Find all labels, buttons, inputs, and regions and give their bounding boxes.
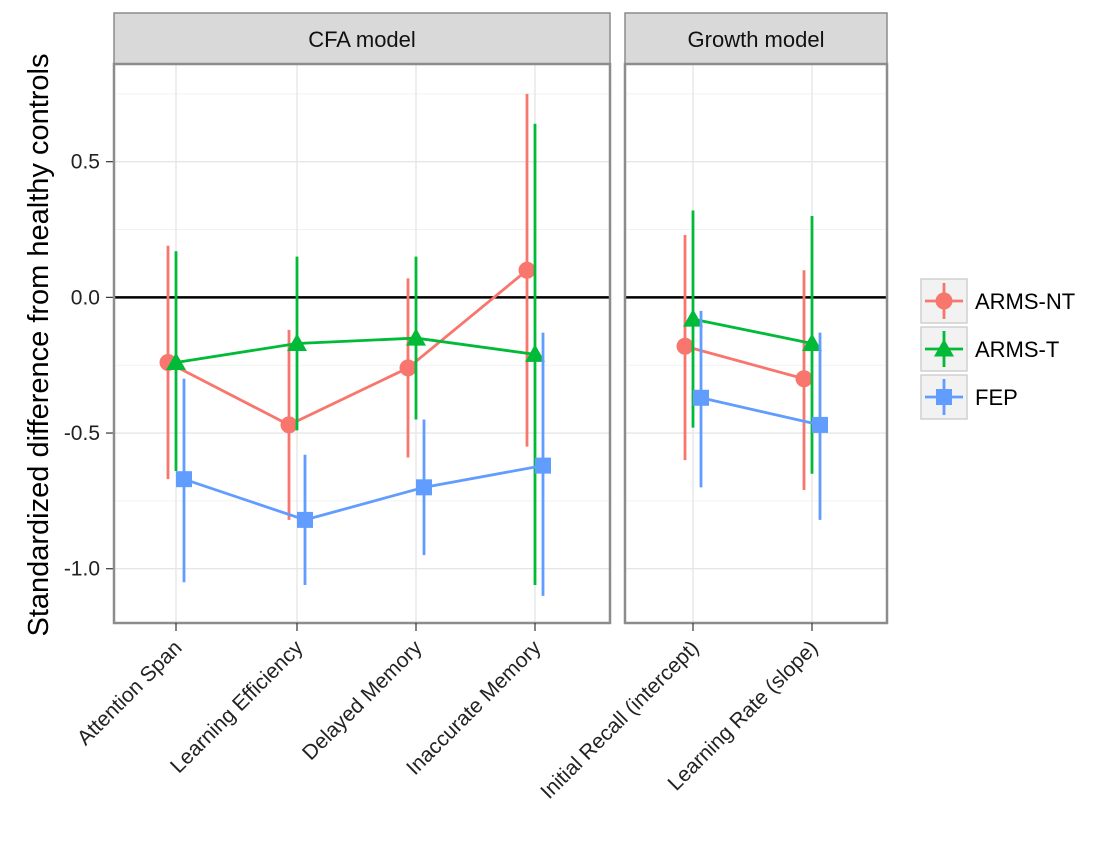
legend-item-arms-nt: ARMS-NT: [920, 278, 1075, 324]
panel-border: [623, 62, 889, 625]
panel-background: [625, 64, 887, 623]
data-point: [535, 457, 551, 474]
facet-strip: [624, 12, 888, 65]
series-fep: [176, 332, 551, 596]
series-line: [167, 269, 528, 427]
data-point: [399, 359, 417, 377]
data-point: [518, 261, 536, 279]
x-tick-label: Inaccurate Memory: [402, 636, 546, 780]
facet-strip: [113, 12, 611, 65]
legend-key-marker: [936, 389, 952, 405]
legend-label: FEP: [975, 385, 1018, 410]
series-line: [700, 396, 821, 427]
series-line: [684, 344, 805, 381]
series-arms-t: [166, 123, 545, 586]
y-axis-tick-labels: 0.5 0.0 -0.5 -1.0: [64, 151, 114, 581]
series-line: [183, 464, 544, 522]
facet-title: CFA model: [308, 27, 416, 52]
y-tick-label: 0.0: [71, 286, 100, 309]
series-line: [692, 317, 813, 345]
legend-label: ARMS-T: [975, 337, 1059, 362]
data-point: [525, 344, 545, 362]
legend-label: ARMS-NT: [975, 289, 1075, 314]
data-point: [406, 328, 426, 346]
series-line: [175, 336, 536, 364]
legend-item-fep: FEP: [920, 374, 1018, 420]
data-point: [693, 389, 709, 406]
series-arms-nt: [676, 234, 813, 491]
y-tick-label: -0.5: [64, 422, 100, 445]
data-point: [297, 511, 313, 528]
legend-key-marker: [934, 339, 954, 357]
panel-border: [112, 62, 612, 625]
series-arms-nt: [159, 93, 536, 520]
facet-title: Growth model: [688, 27, 825, 52]
x-tick-label: Learning Efficiency: [166, 636, 308, 778]
x-tick-label: Delayed Memory: [298, 636, 427, 765]
y-tick-label: -1.0: [64, 558, 100, 581]
data-point: [280, 416, 298, 434]
data-point: [802, 333, 822, 351]
legend-item-arms-t: ARMS-T: [920, 326, 1059, 372]
data-point: [683, 309, 703, 327]
data-point: [287, 333, 307, 351]
legend: ARMS-NT ARMS-T FEP: [920, 278, 1075, 420]
data-point: [676, 337, 694, 355]
legend-key-marker: [935, 292, 953, 310]
data-point: [416, 479, 432, 496]
data-point: [176, 471, 192, 488]
data-point: [166, 352, 186, 370]
data-point: [812, 416, 828, 433]
y-axis-title: Standardized difference from healthy con…: [23, 53, 55, 636]
series-fep: [693, 310, 828, 520]
y-tick-label: 0.5: [71, 151, 100, 174]
x-tick-label: Attention Span: [73, 636, 187, 750]
data-point: [795, 370, 813, 388]
